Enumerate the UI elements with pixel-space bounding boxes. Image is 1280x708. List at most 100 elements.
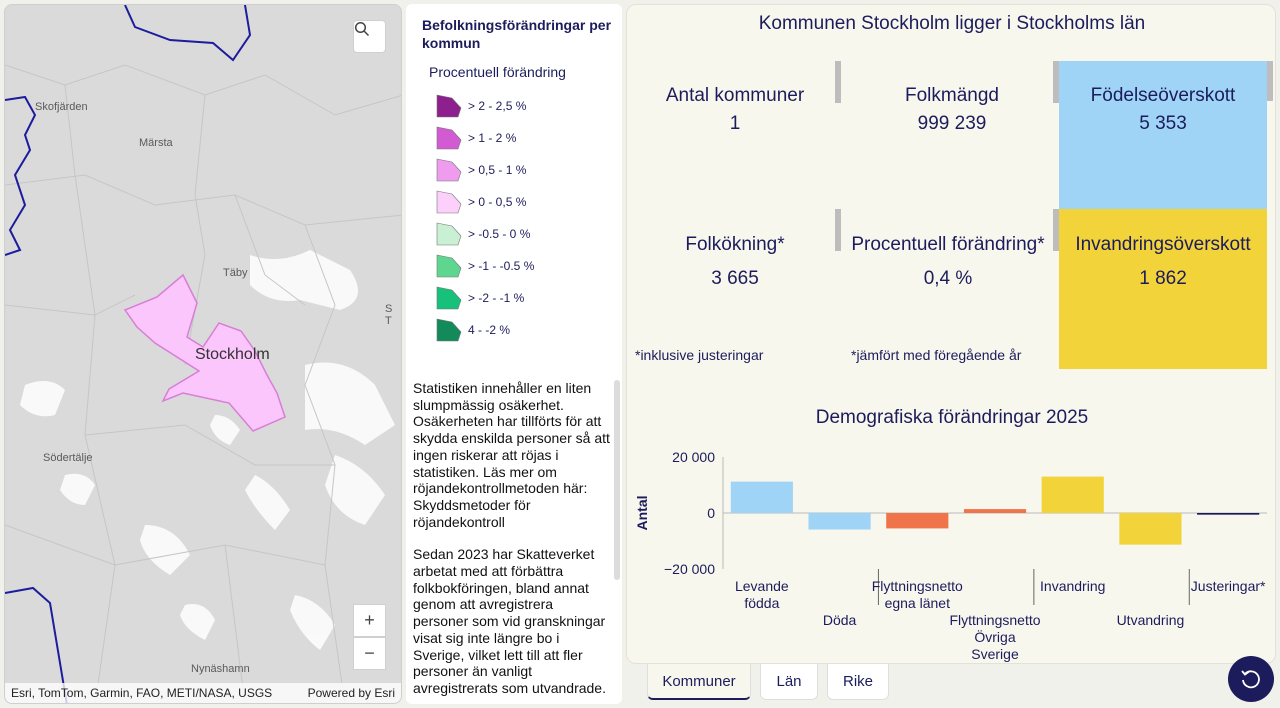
legend-swatch xyxy=(436,94,462,118)
legend-label: > 0 - 0,5 % xyxy=(468,195,527,209)
legend-label: > -0.5 - 0 % xyxy=(468,227,531,241)
kpi-highlight-births xyxy=(1059,61,1267,209)
bar-3 xyxy=(886,513,949,529)
legend-item: 4 - -2 % xyxy=(436,314,534,346)
minus-icon: − xyxy=(364,643,375,663)
zoom-in-button[interactable]: + xyxy=(353,604,386,637)
legend-swatch xyxy=(436,158,462,182)
legend-swatch xyxy=(436,254,462,278)
map-canvas[interactable] xyxy=(5,5,402,704)
y-tick-label: 20 000 xyxy=(672,449,715,465)
kpi-label: Födelseöverskott xyxy=(1090,85,1236,106)
kpi-value: 3 665 xyxy=(711,268,759,289)
place-label: Södertälje xyxy=(43,452,93,464)
kpi-immigration-surplus: Invandringsöverskott 1 862 xyxy=(1059,234,1267,290)
plus-icon: + xyxy=(364,610,375,630)
place-label: S T xyxy=(385,303,393,327)
legend-swatch xyxy=(436,286,462,310)
legend-label: > -1 - -0.5 % xyxy=(468,259,535,273)
legend-label: > 0,5 - 1 % xyxy=(468,163,527,177)
legend-scrollbar[interactable] xyxy=(614,380,620,580)
legend-swatch xyxy=(436,190,462,214)
map-boundaries xyxy=(5,64,401,703)
divider xyxy=(835,209,841,251)
legend-list: > 2 - 2,5 % > 1 - 2 % > 0,5 - 1 % > 0 - 0,5… xyxy=(436,90,534,346)
tab-label: Rike xyxy=(842,673,873,690)
powered-by-link[interactable]: Powered by Esri xyxy=(307,686,395,700)
x-tick-label: födda xyxy=(744,595,779,611)
kpi-birth-surplus: Födelseöverskott 5 353 xyxy=(1059,85,1267,135)
map-water xyxy=(20,250,395,650)
tab-lan[interactable]: Län xyxy=(760,664,818,700)
legend-item: > 0,5 - 1 % xyxy=(436,154,534,186)
search-icon xyxy=(354,21,370,37)
kpi-highlight-immigration xyxy=(1059,209,1267,369)
kpi-population: Folkmängd 999 239 xyxy=(847,85,1057,135)
kpi-label: Invandringsöverskott xyxy=(1075,234,1251,255)
y-axis-label: Antal xyxy=(634,496,650,531)
x-tick-label: Flyttningsnetto xyxy=(949,612,1040,628)
legend-item: > -2 - -1 % xyxy=(436,282,534,314)
stockholm-municipality[interactable] xyxy=(123,273,286,432)
county-border xyxy=(5,5,252,703)
divider xyxy=(1267,61,1273,101)
x-tick-label: Levande xyxy=(735,578,789,594)
tab-rike[interactable]: Rike xyxy=(827,664,889,700)
x-tick-label: Flyttningsnetto xyxy=(872,578,963,594)
kpi-value: 1 xyxy=(729,113,741,134)
kpi-value: 1 862 xyxy=(1139,268,1187,289)
kpi-value: 999 239 xyxy=(917,113,987,134)
y-tick-label: 0 xyxy=(707,505,715,521)
x-tick-label: Sverige xyxy=(971,646,1019,662)
legend-swatch xyxy=(436,126,462,150)
kpi-value: 5 353 xyxy=(1139,113,1187,134)
x-tick-label: egna länet xyxy=(885,595,951,611)
legend-info-text: Statistiken innehåller en liten slumpmäs… xyxy=(413,380,611,704)
refresh-button[interactable] xyxy=(1228,656,1274,702)
kpi-population-increase: Folkökning* 3 665 xyxy=(643,234,827,290)
x-tick-label: Justeringar* xyxy=(1191,578,1266,594)
kpi-value: 0,4 % xyxy=(923,268,973,289)
legend-swatch xyxy=(436,318,462,342)
stats-panel: Kommunen Stockholm ligger i Stockholms l… xyxy=(626,4,1276,664)
legend-label: > -2 - -1 % xyxy=(468,291,525,305)
place-label: Nynäshamn xyxy=(191,663,250,675)
info-paragraph: Statistiken innehåller en liten slumpmäs… xyxy=(413,380,610,530)
legend-item: > 0 - 0,5 % xyxy=(436,186,534,218)
legend-title: Befolkningsförändringar per kommun xyxy=(422,17,612,51)
map-attribution: Esri, TomTom, Garmin, FAO, METI/NASA, US… xyxy=(5,683,401,703)
chart-title: Demografiska förändringar 2025 xyxy=(815,407,1089,428)
x-tick-label: Övriga xyxy=(974,628,1015,645)
x-tick-label: Utvandring xyxy=(1117,612,1185,628)
x-tick-label: Invandring xyxy=(1040,578,1105,594)
attribution-text: Esri, TomTom, Garmin, FAO, METI/NASA, US… xyxy=(11,686,273,700)
tab-kommuner[interactable]: Kommuner xyxy=(647,664,751,700)
divider xyxy=(1053,61,1059,103)
divider xyxy=(1053,209,1059,251)
kpi-label: Folkmängd xyxy=(905,85,999,106)
tab-label: Län xyxy=(776,673,802,690)
legend-panel: Befolkningsförändringar per kommun Proce… xyxy=(406,4,622,704)
legend-item: > -1 - -0.5 % xyxy=(436,250,534,282)
bar-7 xyxy=(1197,513,1260,515)
info-paragraph: Sedan 2023 har Skatteverket arbetat med … xyxy=(413,546,606,696)
map-search-button[interactable] xyxy=(353,20,386,53)
kpi-label: Folkökning* xyxy=(685,234,785,255)
legend-item: > 2 - 2,5 % xyxy=(436,90,534,122)
place-label-stockholm: Stockholm xyxy=(195,346,270,363)
legend-subtitle: Procentuell förändring xyxy=(429,64,566,80)
map-view[interactable]: Skofjärden Märsta Täby Stockholm Södertä… xyxy=(4,4,402,704)
legend-item: > 1 - 2 % xyxy=(436,122,534,154)
place-label: Märsta xyxy=(139,137,173,149)
legend-label: > 2 - 2,5 % xyxy=(468,99,527,113)
kpi-municipalities: Antal kommuner 1 xyxy=(643,85,827,135)
tab-label: Kommuner xyxy=(662,672,736,690)
bar-6 xyxy=(1119,513,1182,545)
refresh-icon xyxy=(1241,670,1260,689)
bar-1 xyxy=(730,481,793,513)
footnote: *inklusive justeringar xyxy=(635,347,764,363)
bar-4 xyxy=(963,509,1027,513)
zoom-out-button[interactable]: − xyxy=(353,637,386,670)
kpi-label: Antal kommuner xyxy=(665,85,805,106)
